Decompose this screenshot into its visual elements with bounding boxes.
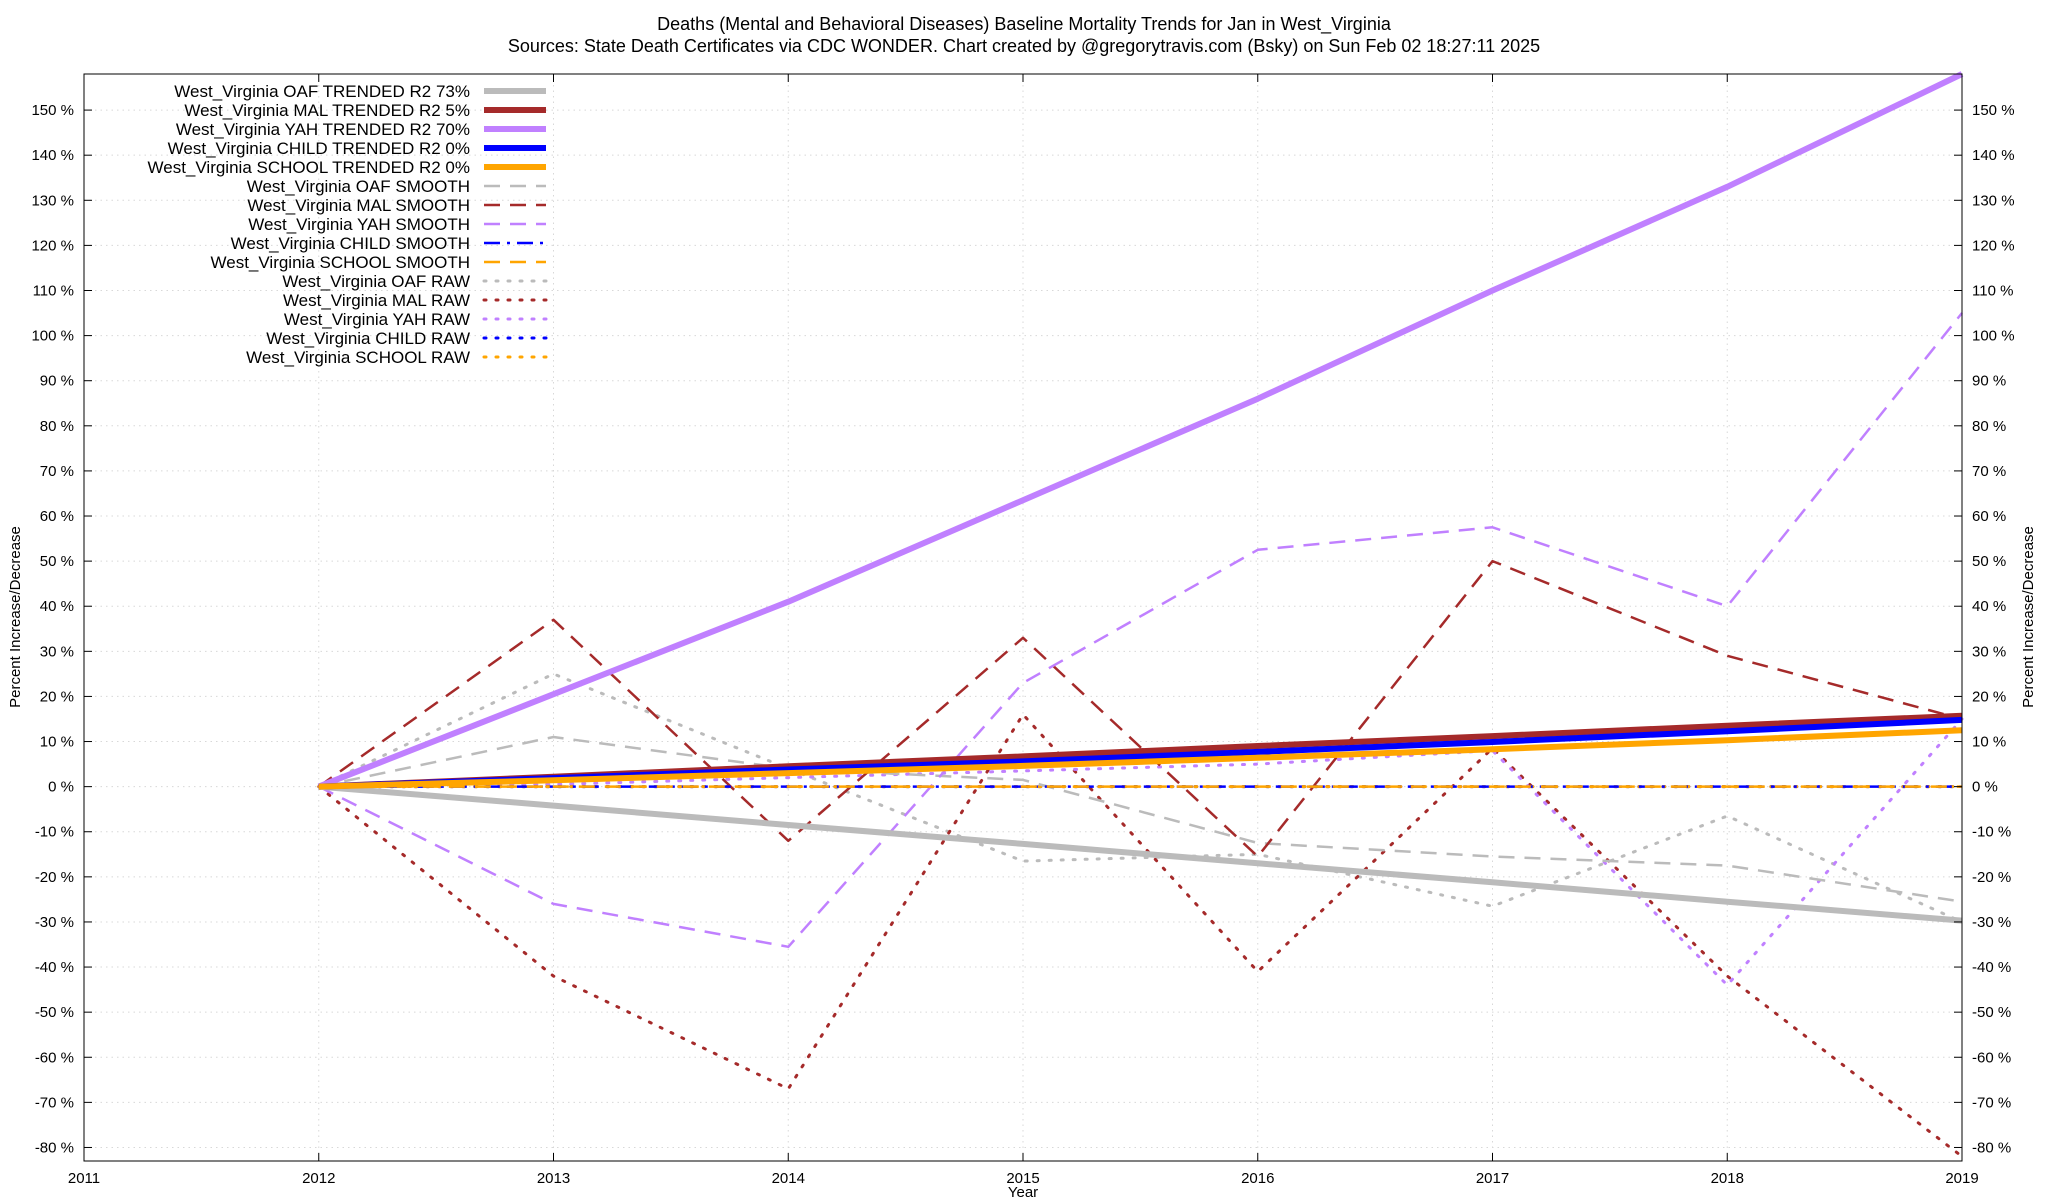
- legend-label: West_Virginia YAH TRENDED R2 70%: [176, 120, 470, 139]
- y-tick-label: 110 %: [33, 282, 74, 299]
- y2-tick-label: -50 %: [1972, 1004, 2011, 1021]
- y-tick-label: 150 %: [31, 102, 74, 119]
- legend-label: West_Virginia MAL SMOOTH: [247, 196, 470, 215]
- y2-tick-label: -20 %: [1972, 869, 2011, 886]
- y2-tick-label: 70 %: [1972, 463, 2006, 480]
- y-tick-label: 20 %: [40, 688, 74, 705]
- y2-tick-label: -80 %: [1972, 1139, 2011, 1156]
- x-tick-label: 2016: [1241, 1170, 1274, 1187]
- series-line-6: [318, 559, 1963, 858]
- y2-tick-label: -30 %: [1972, 914, 2011, 931]
- y2-tick-label: -10 %: [1972, 824, 2011, 841]
- series-layer: [317, 71, 1964, 1158]
- x-axis-title: Year: [1008, 1184, 1038, 1200]
- x-tick-label: 2011: [68, 1170, 100, 1187]
- y-tick-label: -20 %: [35, 869, 74, 886]
- y-tick-label: 120 %: [31, 237, 74, 254]
- y-tick-label: 140 %: [31, 147, 74, 164]
- y-tick-label: -80 %: [35, 1139, 74, 1156]
- x-tick-label: 2015: [1006, 1170, 1039, 1187]
- y-tick-label: 100 %: [31, 328, 74, 345]
- y-tick-label: -30 %: [35, 914, 74, 931]
- chart-title: Deaths (Mental and Behavioral Diseases) …: [657, 14, 1392, 35]
- legend-label: West_Virginia MAL TRENDED R2 5%: [184, 101, 470, 120]
- legend-label: West_Virginia SCHOOL TRENDED R2 0%: [148, 158, 470, 177]
- x-tick-label: 2012: [302, 1170, 335, 1187]
- legend-label: West_Virginia OAF SMOOTH: [247, 177, 470, 196]
- legend: West_Virginia OAF TRENDED R2 73%West_Vir…: [148, 82, 548, 367]
- series-line-2: [317, 71, 1964, 790]
- y-tick-label: -70 %: [35, 1094, 74, 1111]
- y2-tick-label: -40 %: [1972, 959, 2011, 976]
- y2-tick-label: 150 %: [1972, 102, 2015, 119]
- y-tick-label: 0 %: [48, 779, 74, 796]
- y2-tick-label: 50 %: [1972, 553, 2006, 570]
- series-line-7: [318, 312, 1963, 949]
- legend-label: West_Virginia CHILD SMOOTH: [231, 234, 470, 253]
- y2-tick-label: 10 %: [1972, 734, 2006, 751]
- tick-layer: 2011 2012 2013 2014 2015 2016 2017 2018 2019 -80 …: [31, 74, 2015, 1187]
- legend-label: West_Virginia CHILD RAW: [266, 329, 470, 348]
- y2-tick-label: 100 %: [1972, 328, 2015, 345]
- x-tick-label: 2017: [1476, 1170, 1509, 1187]
- y-tick-label: -40 %: [35, 959, 74, 976]
- y2-tick-label: -70 %: [1972, 1094, 2011, 1111]
- legend-label: West_Virginia OAF RAW: [282, 272, 470, 291]
- y2-tick-label: 40 %: [1972, 598, 2006, 615]
- y2-tick-label: 80 %: [1972, 418, 2006, 435]
- y-tick-label: -50 %: [35, 1004, 74, 1021]
- x-tick-label: 2013: [537, 1170, 570, 1187]
- y-tick-label: 60 %: [40, 508, 74, 525]
- legend-label: West_Virginia CHILD TRENDED R2 0%: [168, 139, 470, 158]
- legend-label: West_Virginia SCHOOL SMOOTH: [211, 253, 470, 272]
- y2-tick-label: 140 %: [1972, 147, 2015, 164]
- y2-tick-label: 130 %: [1972, 192, 2015, 209]
- y-tick-label: 130 %: [31, 192, 74, 209]
- y2-tick-label: -60 %: [1972, 1049, 2011, 1066]
- x-tick-label: 2018: [1711, 1170, 1744, 1187]
- series-line-11: [317, 713, 1964, 1158]
- y-tick-label: 80 %: [40, 418, 74, 435]
- y-tick-label: 50 %: [40, 553, 74, 570]
- chart-subtitle: Sources: State Death Certificates via CD…: [508, 36, 1540, 56]
- y-tick-label: -10 %: [35, 824, 74, 841]
- y2-tick-label: 120 %: [1972, 237, 2015, 254]
- legend-label: West_Virginia YAH SMOOTH: [248, 215, 470, 234]
- series-line-5: [318, 735, 1963, 903]
- series-line-4: [318, 727, 1963, 790]
- y-tick-label: 10 %: [40, 734, 74, 751]
- legend-label: West_Virginia YAH RAW: [284, 310, 470, 329]
- legend-label: West_Virginia OAF TRENDED R2 73%: [174, 82, 470, 101]
- series-line-12: [317, 717, 1964, 987]
- x-tick-label: 2014: [772, 1170, 805, 1187]
- y-tick-label: 70 %: [40, 463, 74, 480]
- legend-label: West_Virginia MAL RAW: [283, 291, 470, 310]
- y-tick-label: 90 %: [40, 373, 74, 390]
- series-line-10: [317, 672, 1964, 924]
- y2-tick-label: 60 %: [1972, 508, 2006, 525]
- y-tick-label: 30 %: [40, 643, 74, 660]
- y2-tick-label: 90 %: [1972, 373, 2006, 390]
- y2-tick-label: 30 %: [1972, 643, 2006, 660]
- series-line-0: [318, 783, 1963, 924]
- y2-tick-label: 0 %: [1972, 779, 1998, 796]
- y-axis-title: Percent Increase/Decrease: [7, 526, 24, 708]
- y-tick-label: 40 %: [40, 598, 74, 615]
- x-tick-label: 2019: [1945, 1170, 1978, 1187]
- y2-tick-label: 20 %: [1972, 688, 2006, 705]
- y2-tick-label: 110 %: [1972, 282, 2013, 299]
- y2-axis-title: Percent Increase/Decrease: [2020, 526, 2037, 708]
- y-tick-label: -60 %: [35, 1049, 74, 1066]
- legend-label: West_Virginia SCHOOL RAW: [246, 348, 470, 367]
